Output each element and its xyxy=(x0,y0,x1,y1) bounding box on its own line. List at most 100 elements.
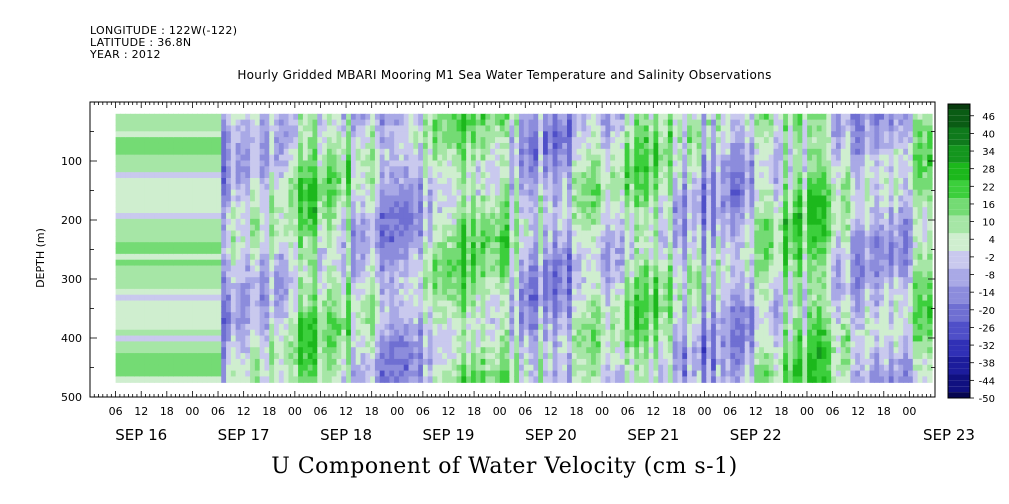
heatmap-cell xyxy=(538,265,544,272)
heatmap-cell xyxy=(144,142,150,150)
heatmap-cell xyxy=(221,131,227,138)
heatmap-cell xyxy=(576,125,583,132)
heatmap-cell xyxy=(187,300,194,307)
heatmap-cell xyxy=(461,154,467,162)
heatmap-cell xyxy=(245,358,251,366)
heatmap-cell xyxy=(182,300,189,307)
heatmap-cell xyxy=(379,119,386,127)
heatmap-cell xyxy=(139,113,146,121)
heatmap-cell xyxy=(499,183,506,191)
heatmap-cell xyxy=(149,329,155,337)
heatmap-cell xyxy=(408,230,414,237)
heatmap-cell xyxy=(533,119,539,127)
heatmap-cell xyxy=(202,131,208,138)
heatmap-cell xyxy=(394,312,400,319)
heatmap-cell xyxy=(442,137,448,144)
heatmap-cell xyxy=(533,142,539,150)
heatmap-cell xyxy=(624,218,631,226)
heatmap-cell xyxy=(461,253,467,261)
heatmap-cell xyxy=(149,230,155,237)
heatmap-cell xyxy=(168,358,174,366)
heatmap-cell xyxy=(211,166,218,173)
heatmap-cell xyxy=(586,312,592,319)
heatmap-cell xyxy=(254,119,261,127)
heatmap-cell xyxy=(571,370,578,378)
heatmap-cell xyxy=(547,154,554,162)
heatmap-cell xyxy=(519,288,525,296)
heatmap-cell xyxy=(130,189,136,197)
heatmap-cell xyxy=(591,323,597,331)
heatmap-cell xyxy=(470,125,477,132)
heatmap-cell xyxy=(586,259,592,267)
heatmap-cell xyxy=(298,218,304,226)
heatmap-cell xyxy=(187,166,194,173)
heatmap-cell xyxy=(245,177,251,185)
heatmap-cell xyxy=(494,236,501,243)
heatmap-cell xyxy=(350,177,357,185)
heatmap-cell xyxy=(235,364,242,372)
heatmap-cell xyxy=(274,166,280,173)
heatmap-cell xyxy=(466,137,472,144)
heatmap-cell xyxy=(322,218,328,226)
heatmap-cell xyxy=(197,195,203,202)
heatmap-cell xyxy=(317,137,323,144)
heatmap-cell xyxy=(543,177,549,185)
heatmap-cell xyxy=(202,160,208,167)
heatmap-cell xyxy=(595,137,602,144)
heatmap-cell xyxy=(173,248,179,255)
heatmap-cell xyxy=(274,148,280,156)
heatmap-cell xyxy=(350,142,357,150)
heatmap-cell xyxy=(591,306,597,313)
heatmap-cell xyxy=(365,341,371,348)
heatmap-cell xyxy=(576,341,583,348)
heatmap-cell xyxy=(605,195,611,202)
heatmap-cell xyxy=(538,160,544,167)
heatmap-cell xyxy=(331,230,338,237)
heatmap-cell xyxy=(389,137,395,144)
heatmap-cell xyxy=(413,376,419,383)
heatmap-cell xyxy=(120,283,126,290)
heatmap-cell xyxy=(302,318,309,325)
heatmap-cell xyxy=(336,288,342,296)
heatmap-cell xyxy=(226,347,232,354)
heatmap-cell xyxy=(422,271,429,278)
heatmap-cell xyxy=(365,207,371,214)
heatmap-cell xyxy=(230,306,237,313)
heatmap-cell xyxy=(389,183,395,191)
heatmap-cell xyxy=(245,224,251,232)
heatmap-cell xyxy=(134,364,141,372)
heatmap-cell xyxy=(370,148,376,156)
heatmap-cell xyxy=(365,306,371,313)
heatmap-cell xyxy=(403,347,410,354)
heatmap-cell xyxy=(581,370,587,378)
heatmap-cell xyxy=(389,370,395,378)
heatmap-cell xyxy=(610,329,616,337)
heatmap-cell xyxy=(461,224,467,232)
heatmap-cell xyxy=(158,224,165,232)
heatmap-cell xyxy=(432,358,438,366)
heatmap-cell xyxy=(485,335,491,342)
heatmap-cell xyxy=(480,364,486,372)
heatmap-cell xyxy=(269,271,275,278)
heatmap-cell xyxy=(307,137,314,144)
heatmap-cell xyxy=(581,154,587,162)
heatmap-cell xyxy=(307,283,314,290)
heatmap-cell xyxy=(206,265,213,272)
heatmap-cell xyxy=(567,335,573,342)
heatmap-cell xyxy=(432,318,438,325)
heatmap-cell xyxy=(221,253,227,261)
heatmap-cell xyxy=(480,341,486,348)
heatmap-cell xyxy=(422,288,429,296)
heatmap-cell xyxy=(432,288,438,296)
heatmap-cell xyxy=(355,312,362,319)
heatmap-cell xyxy=(610,125,616,132)
heatmap-cell xyxy=(365,253,371,261)
heatmap-cell xyxy=(192,283,198,290)
heatmap-cell xyxy=(178,353,184,360)
heatmap-cell xyxy=(134,166,141,173)
heatmap-cell xyxy=(350,148,357,156)
heatmap-cell xyxy=(269,306,275,313)
heatmap-cell xyxy=(254,358,261,366)
heatmap-cell xyxy=(571,253,578,261)
heatmap-cell xyxy=(374,312,381,319)
